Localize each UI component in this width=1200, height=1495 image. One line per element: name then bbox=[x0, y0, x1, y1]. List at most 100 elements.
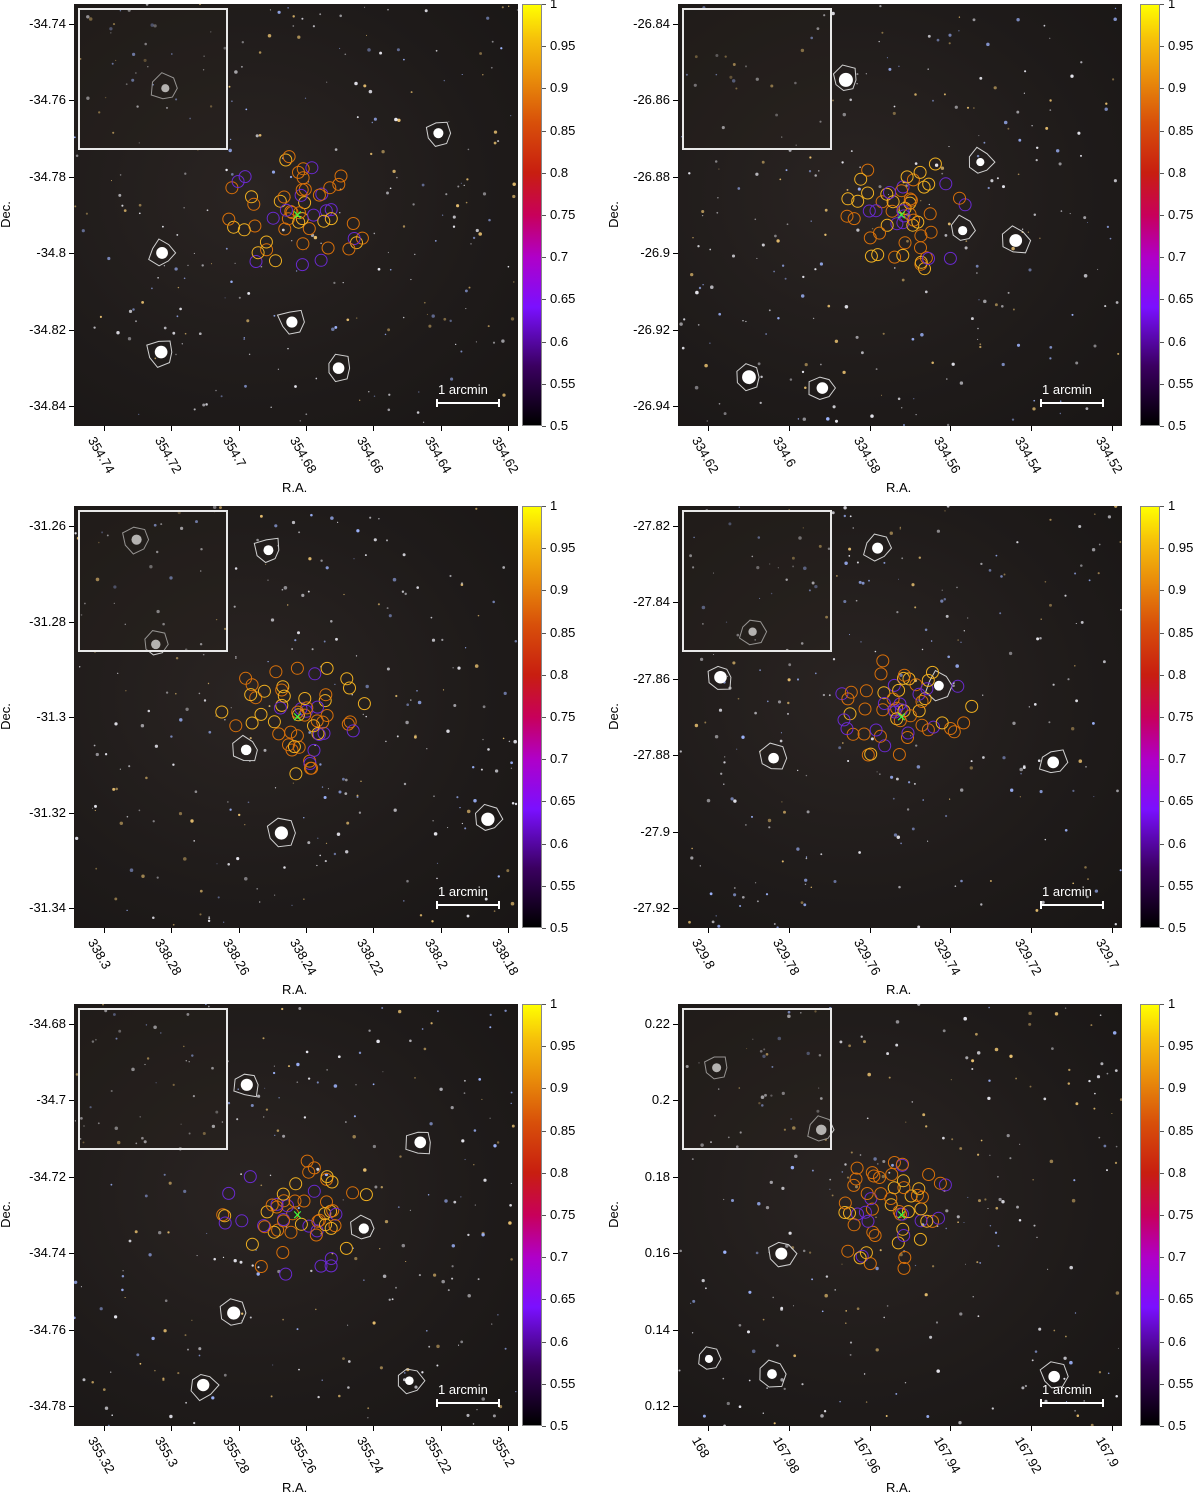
field-star bbox=[156, 876, 159, 879]
ra-tick-mark bbox=[1031, 426, 1033, 431]
bright-star bbox=[405, 1131, 431, 1155]
field-star bbox=[360, 780, 362, 782]
field-star bbox=[906, 239, 909, 243]
field-star bbox=[784, 277, 787, 280]
member-circle bbox=[914, 255, 928, 269]
field-star bbox=[510, 761, 513, 765]
field-star bbox=[478, 1078, 482, 1081]
field-star bbox=[373, 232, 376, 235]
field-star bbox=[863, 1040, 866, 1044]
field-star bbox=[765, 1205, 770, 1210]
colorbar-tick-label: 0.65 bbox=[550, 291, 576, 307]
field-star bbox=[467, 148, 470, 151]
field-star bbox=[161, 225, 164, 228]
field-star bbox=[1080, 564, 1083, 567]
member-circle bbox=[928, 157, 942, 171]
dec-tick-mark bbox=[673, 329, 678, 331]
member-circle bbox=[886, 692, 900, 706]
member-circle bbox=[896, 248, 910, 262]
ra-tick-label: 354.68 bbox=[287, 434, 320, 476]
field-star bbox=[1012, 721, 1016, 725]
field-star bbox=[948, 42, 951, 45]
field-star bbox=[431, 314, 435, 318]
member-circle bbox=[320, 1195, 333, 1209]
field-star bbox=[792, 565, 795, 568]
field-star bbox=[190, 819, 194, 823]
field-star bbox=[240, 65, 243, 68]
field-star bbox=[372, 1144, 377, 1149]
member-circle bbox=[901, 726, 915, 740]
field-star bbox=[345, 1121, 347, 1123]
field-star bbox=[755, 172, 759, 176]
field-star bbox=[74, 532, 77, 535]
field-star bbox=[796, 678, 800, 681]
colorbar-tick-mark bbox=[1160, 46, 1164, 48]
field-star bbox=[850, 150, 853, 153]
field-star bbox=[1070, 74, 1074, 78]
field-star bbox=[355, 317, 358, 319]
field-star bbox=[1001, 185, 1006, 189]
field-star bbox=[402, 316, 405, 319]
field-star bbox=[423, 1047, 427, 1051]
field-star bbox=[960, 641, 962, 643]
field-star bbox=[824, 208, 828, 212]
field-star bbox=[207, 682, 210, 685]
member-circle bbox=[251, 246, 265, 260]
field-star bbox=[475, 507, 478, 510]
member-circle bbox=[922, 1168, 936, 1181]
field-star bbox=[969, 766, 973, 770]
member-circle bbox=[865, 1166, 879, 1180]
field-star bbox=[886, 1305, 889, 1307]
member-circle bbox=[357, 697, 371, 711]
member-circle bbox=[227, 220, 241, 234]
field-star bbox=[726, 675, 729, 677]
field-star bbox=[395, 1286, 397, 1289]
member-circle bbox=[863, 231, 877, 245]
field-star bbox=[209, 105, 213, 108]
member-circle bbox=[271, 1223, 285, 1237]
colorbar-tick-mark bbox=[1160, 1257, 1164, 1259]
field-star bbox=[958, 1421, 962, 1425]
field-star bbox=[882, 1159, 886, 1164]
field-star bbox=[367, 1417, 369, 1419]
field-star bbox=[308, 731, 312, 734]
field-star bbox=[754, 218, 757, 221]
member-circle bbox=[914, 229, 928, 243]
field-star bbox=[364, 6, 366, 8]
field-star bbox=[1039, 637, 1042, 640]
field-star bbox=[945, 1227, 947, 1230]
field-star bbox=[820, 363, 822, 366]
field-star bbox=[946, 506, 950, 508]
member-circle bbox=[892, 1205, 906, 1218]
member-circle bbox=[850, 1161, 864, 1175]
field-star bbox=[119, 768, 121, 770]
field-star bbox=[1115, 301, 1119, 304]
field-star bbox=[806, 1051, 810, 1056]
ra-tick-mark bbox=[1112, 928, 1113, 933]
field-star bbox=[1049, 1159, 1054, 1164]
field-star bbox=[406, 703, 410, 707]
member-circle bbox=[910, 1188, 924, 1202]
field-star bbox=[493, 910, 496, 912]
field-star bbox=[709, 248, 712, 251]
field-star bbox=[196, 1255, 198, 1257]
field-star bbox=[95, 577, 100, 582]
field-star bbox=[330, 516, 334, 520]
field-star bbox=[809, 156, 812, 159]
field-star bbox=[466, 914, 470, 918]
member-circle bbox=[903, 207, 917, 221]
field-star bbox=[774, 234, 777, 238]
field-star bbox=[1072, 882, 1075, 885]
field-star bbox=[1075, 622, 1077, 625]
member-circle bbox=[903, 196, 917, 210]
field-star bbox=[457, 185, 460, 188]
member-circle bbox=[254, 707, 268, 721]
field-star bbox=[875, 368, 878, 371]
field-star bbox=[292, 782, 294, 784]
colorbar-tick-mark bbox=[1160, 1088, 1164, 1090]
field-star bbox=[224, 719, 226, 721]
field-star bbox=[347, 1386, 350, 1389]
field-star bbox=[307, 590, 310, 593]
field-star bbox=[244, 384, 247, 388]
bright-star bbox=[328, 353, 351, 383]
